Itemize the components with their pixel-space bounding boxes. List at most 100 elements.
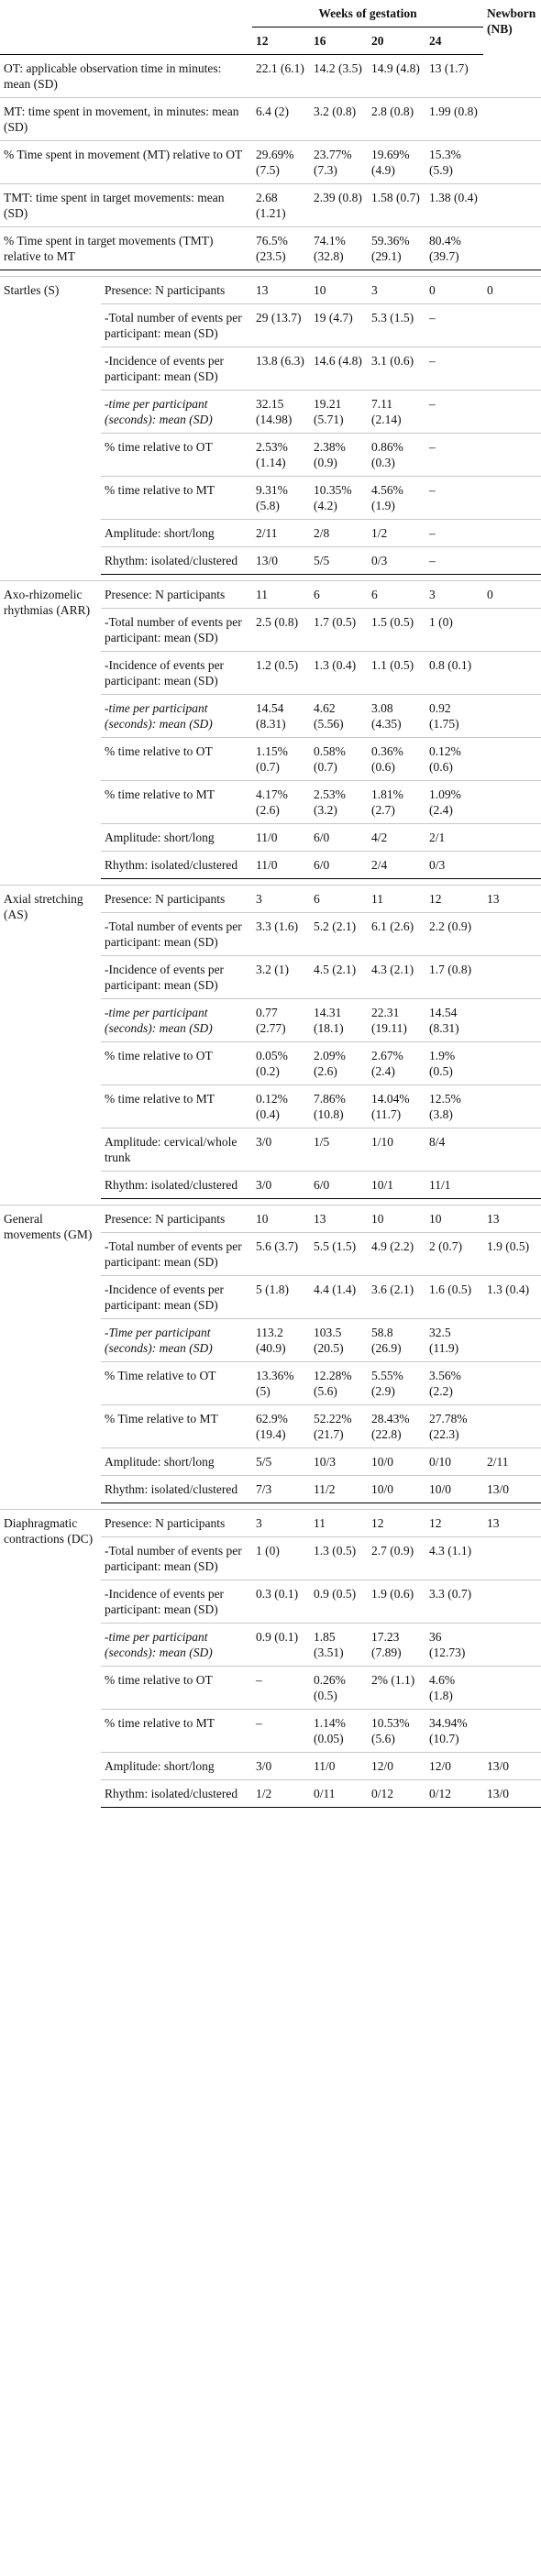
measure-label: Amplitude: short/long bbox=[101, 519, 252, 547]
value-cell: 23.77% (7.3) bbox=[310, 140, 368, 184]
group-name: Startles (S) bbox=[4, 283, 60, 297]
measure-label: Presence: N participants bbox=[101, 276, 252, 304]
value-cell: 5/5 bbox=[252, 1448, 310, 1476]
newborn-cell: 2/11 bbox=[483, 1448, 541, 1476]
value-cell: 9.31% (5.8) bbox=[252, 476, 310, 520]
measure-label: -Incidence of events per participant: me… bbox=[101, 651, 252, 695]
measure-label: -Incidence of events per participant: me… bbox=[101, 1580, 252, 1624]
measure-label: % time relative to OT bbox=[101, 1041, 252, 1085]
group-row: -Total number of events per participant:… bbox=[0, 1536, 541, 1580]
value-cell: 36 (12.73) bbox=[425, 1623, 483, 1667]
value-cell: 14.54 (8.31) bbox=[252, 694, 310, 738]
value-cell: 14.9 (4.8) bbox=[368, 54, 425, 98]
spacer-cell bbox=[0, 1198, 541, 1205]
value-cell: 8/4 bbox=[425, 1128, 483, 1172]
newborn-cell bbox=[483, 1536, 541, 1580]
newborn-cell: 13 bbox=[483, 885, 541, 913]
value-cell: 0.9 (0.1) bbox=[252, 1623, 310, 1667]
spacer-row bbox=[0, 878, 541, 886]
gestation-movements-table: Weeks of gestation Newborn (NB) 12 16 20… bbox=[0, 0, 541, 1808]
value-cell: 1.2 (0.5) bbox=[252, 651, 310, 695]
summary-label: TMT: time spent in target movements: mea… bbox=[0, 183, 252, 227]
measure-label: -Total number of events per participant:… bbox=[101, 303, 252, 347]
value-cell: 10/0 bbox=[368, 1448, 425, 1476]
measure-label: Rhythm: isolated/clustered bbox=[101, 1171, 252, 1199]
value-cell: 2 (0.7) bbox=[425, 1232, 483, 1276]
value-cell: 10 bbox=[252, 1205, 310, 1233]
group-row: % time relative to MT 0.12% (0.4) 7.86% (1… bbox=[0, 1084, 541, 1128]
value-cell: – bbox=[425, 433, 483, 477]
value-cell: 1.38 (0.4) bbox=[425, 183, 483, 227]
measure-label: Rhythm: isolated/clustered bbox=[101, 1779, 252, 1808]
group-row: Amplitude: short/long 5/5 10/3 10/0 0/10 2/11 bbox=[0, 1448, 541, 1476]
measure-label: % time relative to OT bbox=[101, 737, 252, 781]
value-cell: 11 bbox=[310, 1509, 368, 1537]
value-cell: 1.7 (0.5) bbox=[310, 608, 368, 652]
value-cell: 1/2 bbox=[252, 1779, 310, 1808]
value-cell: 32.15 (14.98) bbox=[252, 390, 310, 434]
header-empty-cell bbox=[0, 27, 252, 55]
value-cell: 12 bbox=[368, 1509, 425, 1537]
weeks-of-gestation-header: Weeks of gestation bbox=[252, 0, 483, 28]
group-row: % Time relative to OT 13.36% (5) 12.28% (5… bbox=[0, 1361, 541, 1405]
header-empty-cell bbox=[0, 0, 252, 28]
value-cell: 5.55% (2.9) bbox=[368, 1361, 425, 1405]
value-cell: 19.21 (5.71) bbox=[310, 390, 368, 434]
group-name: Diaphragmatic contractions (DC) bbox=[4, 1516, 94, 1546]
newborn-cell bbox=[483, 1666, 541, 1710]
value-cell: 3.2 (1) bbox=[252, 955, 310, 999]
value-cell: 7.11 (2.14) bbox=[368, 390, 425, 434]
summary-row: MT: time spent in movement, in minutes: … bbox=[0, 97, 541, 141]
newborn-cell bbox=[483, 1128, 541, 1172]
summary-label: % Time spent in target movements (TMT) r… bbox=[0, 226, 252, 270]
value-cell: 11/0 bbox=[252, 851, 310, 879]
newborn-cell bbox=[483, 433, 541, 477]
measure-label: -time per participant (seconds): mean (S… bbox=[101, 1623, 252, 1667]
value-cell: 0.8 (0.1) bbox=[425, 651, 483, 695]
newborn-cell bbox=[483, 476, 541, 520]
summary-label: % Time spent in movement (MT) relative t… bbox=[0, 140, 252, 184]
group-row: Axo-rhizomelic rhythmias (ARR) Presence: … bbox=[0, 580, 541, 617]
value-cell: 4.4 (1.4) bbox=[310, 1275, 368, 1319]
group-row: Rhythm: isolated/clustered 7/3 11/2 10/0 10/… bbox=[0, 1475, 541, 1503]
measure-label: -Time per participant (seconds): mean (S… bbox=[101, 1318, 252, 1362]
value-cell: 1.85 (3.51) bbox=[310, 1623, 368, 1667]
spacer-row bbox=[0, 1198, 541, 1205]
value-cell: – bbox=[425, 546, 483, 575]
newborn-cell bbox=[483, 183, 541, 227]
value-cell: – bbox=[252, 1709, 310, 1753]
newborn-cell bbox=[483, 1404, 541, 1448]
summary-row: OT: applicable observation time in minut… bbox=[0, 54, 541, 98]
group-row: Diaphragmatic contractions (DC) Presence:… bbox=[0, 1509, 541, 1546]
measure-label: -Total number of events per participant:… bbox=[101, 608, 252, 652]
group-row: -Incidence of events per participant: me… bbox=[0, 347, 541, 391]
measure-label: % Time relative to MT bbox=[101, 1404, 252, 1448]
value-cell: 2.2 (0.9) bbox=[425, 912, 483, 956]
value-cell: 0.12% (0.6) bbox=[425, 737, 483, 781]
value-cell: 2.09% (2.6) bbox=[310, 1041, 368, 1085]
value-cell: 4.56% (1.9) bbox=[368, 476, 425, 520]
group-row: Amplitude: short/long 11/0 6/0 4/2 2/1 bbox=[0, 823, 541, 852]
newborn-header: Newborn (NB) bbox=[487, 6, 536, 36]
value-cell: 6/0 bbox=[310, 823, 368, 852]
value-cell: – bbox=[425, 390, 483, 434]
value-cell: 14.2 (3.5) bbox=[310, 54, 368, 98]
value-cell: 4.17% (2.6) bbox=[252, 780, 310, 824]
value-cell: 2/8 bbox=[310, 519, 368, 547]
value-cell: 2.5 (0.8) bbox=[252, 608, 310, 652]
value-cell: 5.6 (3.7) bbox=[252, 1232, 310, 1276]
newborn-cell bbox=[483, 347, 541, 391]
value-cell: 2.39 (0.8) bbox=[310, 183, 368, 227]
week-header: 12 bbox=[252, 27, 310, 55]
value-cell: 0/10 bbox=[425, 1448, 483, 1476]
value-cell: 76.5% (23.5) bbox=[252, 226, 310, 270]
group-row: -Total number of events per participant:… bbox=[0, 912, 541, 956]
value-cell: 5 (1.8) bbox=[252, 1275, 310, 1319]
value-cell: 113.2 (40.9) bbox=[252, 1318, 310, 1362]
value-cell: 6/0 bbox=[310, 1171, 368, 1199]
newborn-cell bbox=[483, 1623, 541, 1667]
value-cell: 2/11 bbox=[252, 519, 310, 547]
value-cell: 0.92 (1.75) bbox=[425, 694, 483, 738]
table-body: OT: applicable observation time in minut… bbox=[0, 54, 541, 1808]
newborn-cell bbox=[483, 1171, 541, 1199]
